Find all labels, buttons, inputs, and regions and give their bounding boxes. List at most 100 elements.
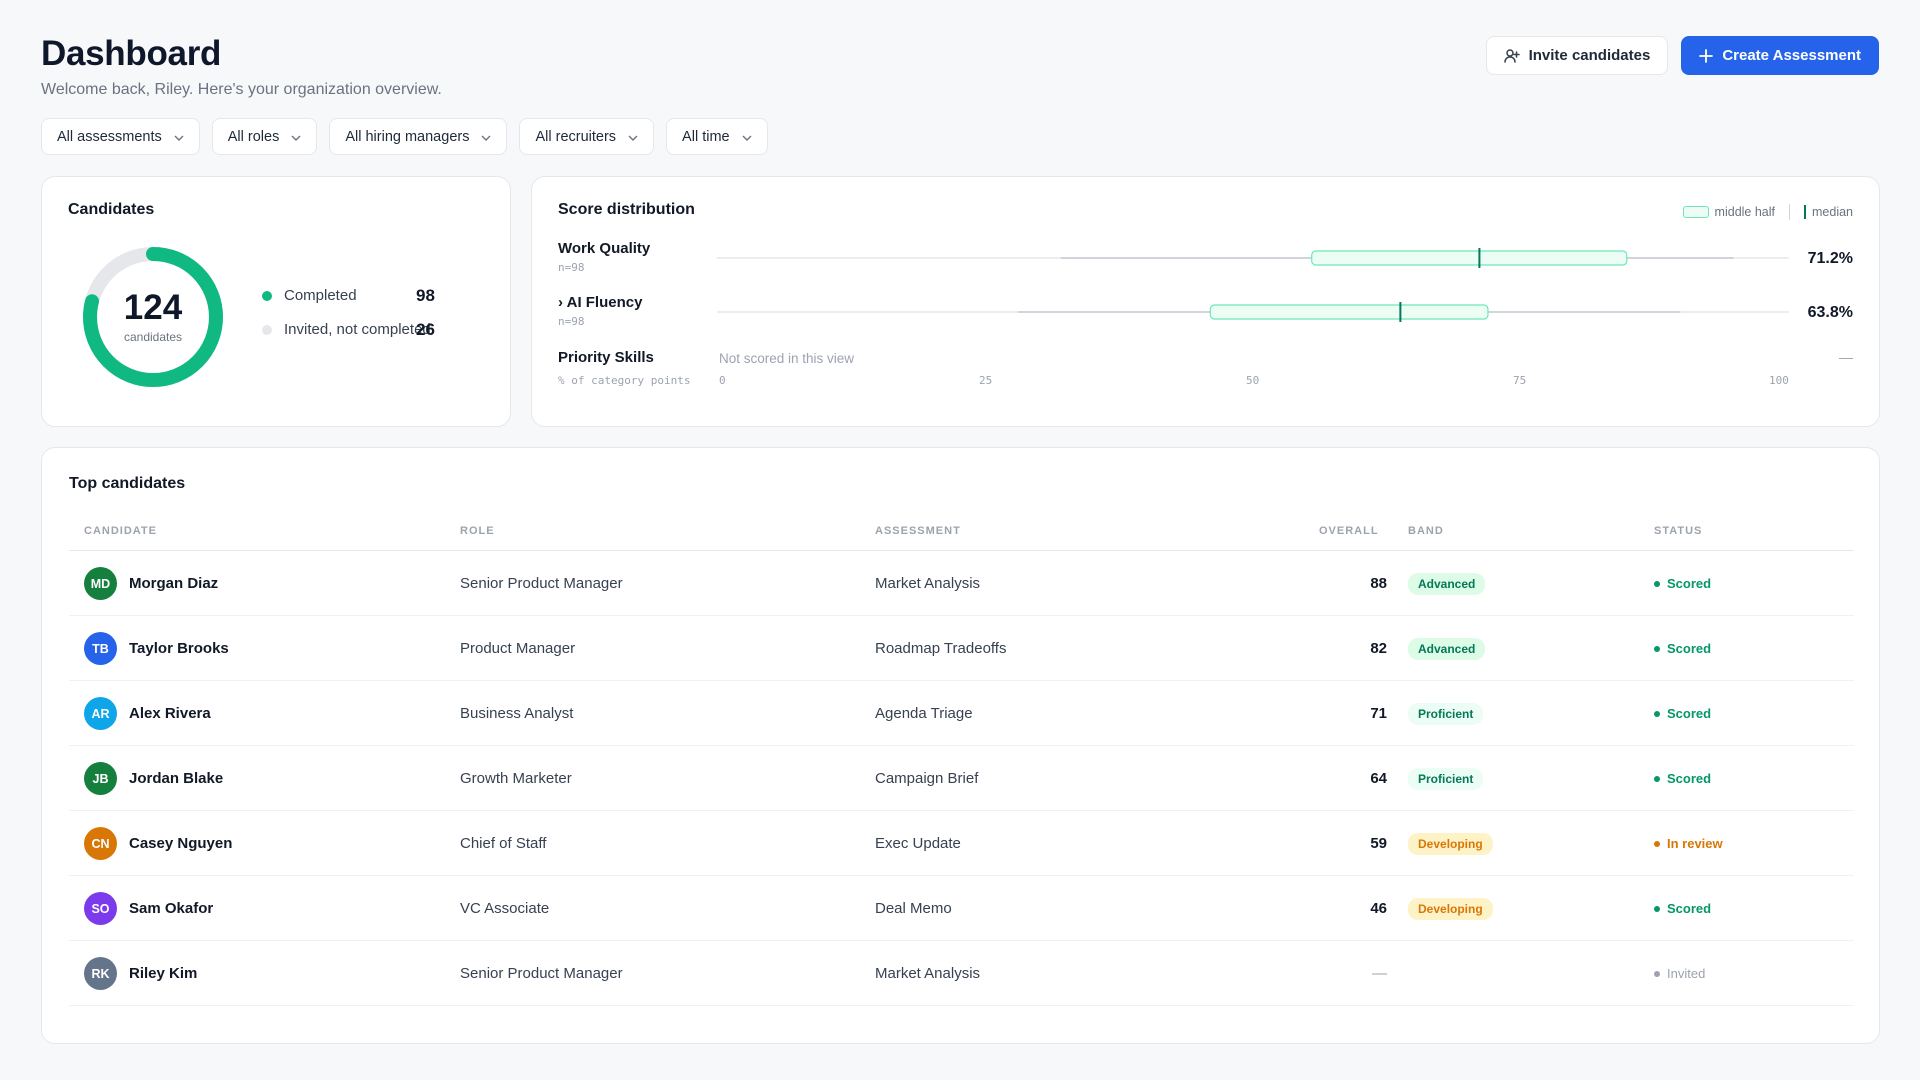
candidate-name[interactable]: Taylor Brooks: [129, 640, 229, 657]
priority-skills-value: —: [1839, 349, 1853, 365]
table-row[interactable]: TB Taylor Brooks Product Manager Roadmap Tr…: [69, 616, 1854, 681]
status-badge: Invited: [1667, 966, 1706, 981]
candidates-total-label: candidates: [123, 330, 183, 344]
candidates-donut-chart: [83, 247, 223, 387]
candidate-name[interactable]: Morgan Diaz: [129, 575, 219, 592]
candidate-cell: CN Casey Nguyen: [84, 811, 232, 876]
row-n-ai-fluency: n=98: [558, 315, 585, 328]
status-dot: [1654, 840, 1660, 847]
filter-hiring-managers[interactable]: All hiring managers: [329, 118, 508, 155]
band-cell: Advanced: [1408, 616, 1486, 681]
completed-label: Completed: [284, 287, 357, 304]
score-distribution-card: Score distribution middle half median Wo…: [531, 176, 1880, 427]
candidates-card-title: Candidates: [68, 201, 155, 218]
row-n-work-quality: n=98: [558, 261, 585, 274]
candidate-name[interactable]: Casey Nguyen: [129, 835, 233, 852]
candidate-name[interactable]: Riley Kim: [129, 965, 198, 982]
status-cell: Scored: [1654, 746, 1711, 811]
filter-bar: All assessments All roles All hiring man…: [41, 118, 768, 155]
avatar: MD: [84, 567, 117, 600]
status-badge: Scored: [1667, 901, 1712, 916]
row-label-ai-fluency[interactable]: › AI Fluency: [558, 294, 643, 311]
avatar: TB: [84, 632, 117, 665]
legend-middle-half: middle half: [1714, 205, 1775, 219]
tick-label: 50: [1246, 374, 1260, 387]
avatar: AR: [84, 697, 117, 730]
col-assessment[interactable]: ASSESSMENT: [875, 525, 961, 537]
status-cell: In review: [1654, 811, 1723, 876]
avatar: JB: [84, 762, 117, 795]
col-band[interactable]: BAND: [1408, 525, 1444, 537]
col-candidate[interactable]: CANDIDATE: [84, 525, 157, 537]
create-assessment-button[interactable]: Create Assessment: [1681, 36, 1879, 75]
candidates-total: 124: [123, 288, 183, 327]
candidates-card: Candidates 124 candidates Completed 98 I…: [41, 176, 511, 427]
candidate-cell: MD Morgan Diaz: [84, 551, 218, 616]
status-cell: Scored: [1654, 616, 1711, 681]
overall-score: 82: [1370, 640, 1387, 657]
header-actions: Invite candidates Create Assessment: [1485, 36, 1879, 75]
tick-label: 75: [1513, 374, 1527, 387]
row-pct-ai-fluency: 63.8%: [1807, 304, 1853, 321]
col-role[interactable]: ROLE: [460, 525, 495, 537]
role-cell: Growth Marketer: [460, 770, 572, 787]
band-badge: Proficient: [1408, 767, 1484, 790]
candidate-cell: RK Riley Kim: [84, 941, 197, 1006]
invite-candidates-button[interactable]: Invite candidates: [1485, 36, 1669, 75]
top-candidates-card: Top candidates CANDIDATE ROLE ASSESSMENT…: [41, 447, 1880, 1044]
role-cell: Business Analyst: [460, 705, 574, 722]
band-badge: Advanced: [1408, 637, 1486, 660]
role-cell: Chief of Staff: [460, 835, 547, 852]
overall-score: 71: [1370, 705, 1387, 722]
chevron-down-icon: [628, 129, 638, 145]
completed-dot: [262, 290, 272, 301]
candidate-name[interactable]: Jordan Blake: [129, 770, 224, 787]
band-badge: Developing: [1408, 897, 1493, 920]
table-row[interactable]: SO Sam Okafor VC Associate Deal Memo 46 Devel…: [69, 876, 1854, 941]
status-badge: Scored: [1667, 576, 1712, 591]
invited-dot: [262, 324, 272, 335]
tick-label: 0: [719, 374, 726, 387]
table-row[interactable]: RK Riley Kim Senior Product Manager Market …: [69, 941, 1854, 1006]
box-plot-ai-fluency[interactable]: [717, 302, 1789, 322]
filter-roles[interactable]: All roles: [211, 118, 318, 155]
chevron-down-icon: [174, 129, 184, 145]
band-cell: Proficient: [1408, 746, 1484, 811]
axis-title: % of category points: [558, 374, 691, 387]
assessment-cell: Deal Memo: [875, 900, 952, 917]
table-row[interactable]: AR Alex Rivera Business Analyst Agenda Tria…: [69, 681, 1854, 746]
score-legend: middle half median: [1682, 204, 1853, 220]
col-status[interactable]: STATUS: [1654, 525, 1703, 537]
col-overall[interactable]: OVERALL: [1319, 525, 1379, 537]
row-pct-work-quality: 71.2%: [1807, 250, 1853, 267]
table-row[interactable]: MD Morgan Diaz Senior Product Manager Marke…: [69, 551, 1854, 616]
assessment-cell: Roadmap Tradeoffs: [875, 640, 1007, 657]
create-assessment-label: Create Assessment: [1722, 47, 1861, 64]
box-plot-work-quality[interactable]: [717, 248, 1789, 268]
filter-recruiters[interactable]: All recruiters: [519, 118, 655, 155]
candidate-name[interactable]: Sam Okafor: [129, 900, 214, 917]
donut-center: 124 candidates: [80, 244, 226, 390]
row-label-work-quality: Work Quality: [558, 240, 651, 257]
plus-icon: [1699, 48, 1714, 63]
candidate-cell: JB Jordan Blake: [84, 746, 223, 811]
invited-count: 26: [416, 319, 435, 339]
assessment-cell: Agenda Triage: [875, 705, 973, 722]
table-row[interactable]: CN Casey Nguyen Chief of Staff Exec Update 5…: [69, 811, 1854, 876]
candidate-name[interactable]: Alex Rivera: [129, 705, 211, 722]
middle-half-box: [1209, 304, 1489, 320]
overall-score: —: [1372, 965, 1387, 982]
filter-assessments[interactable]: All assessments: [41, 118, 200, 155]
status-badge: Scored: [1667, 641, 1712, 656]
filter-time[interactable]: All time: [666, 118, 768, 155]
band-cell: Proficient: [1408, 681, 1484, 746]
role-cell: Senior Product Manager: [460, 965, 623, 982]
invited-label: Invited, not completed: [284, 321, 431, 338]
status-dot: [1654, 905, 1660, 912]
middle-half-box: [1311, 250, 1628, 266]
band-badge: Advanced: [1408, 572, 1486, 595]
role-cell: Product Manager: [460, 640, 576, 657]
overall-score: 46: [1370, 900, 1387, 917]
table-row[interactable]: JB Jordan Blake Growth Marketer Campaign Br…: [69, 746, 1854, 811]
band-cell: Advanced: [1408, 551, 1486, 616]
